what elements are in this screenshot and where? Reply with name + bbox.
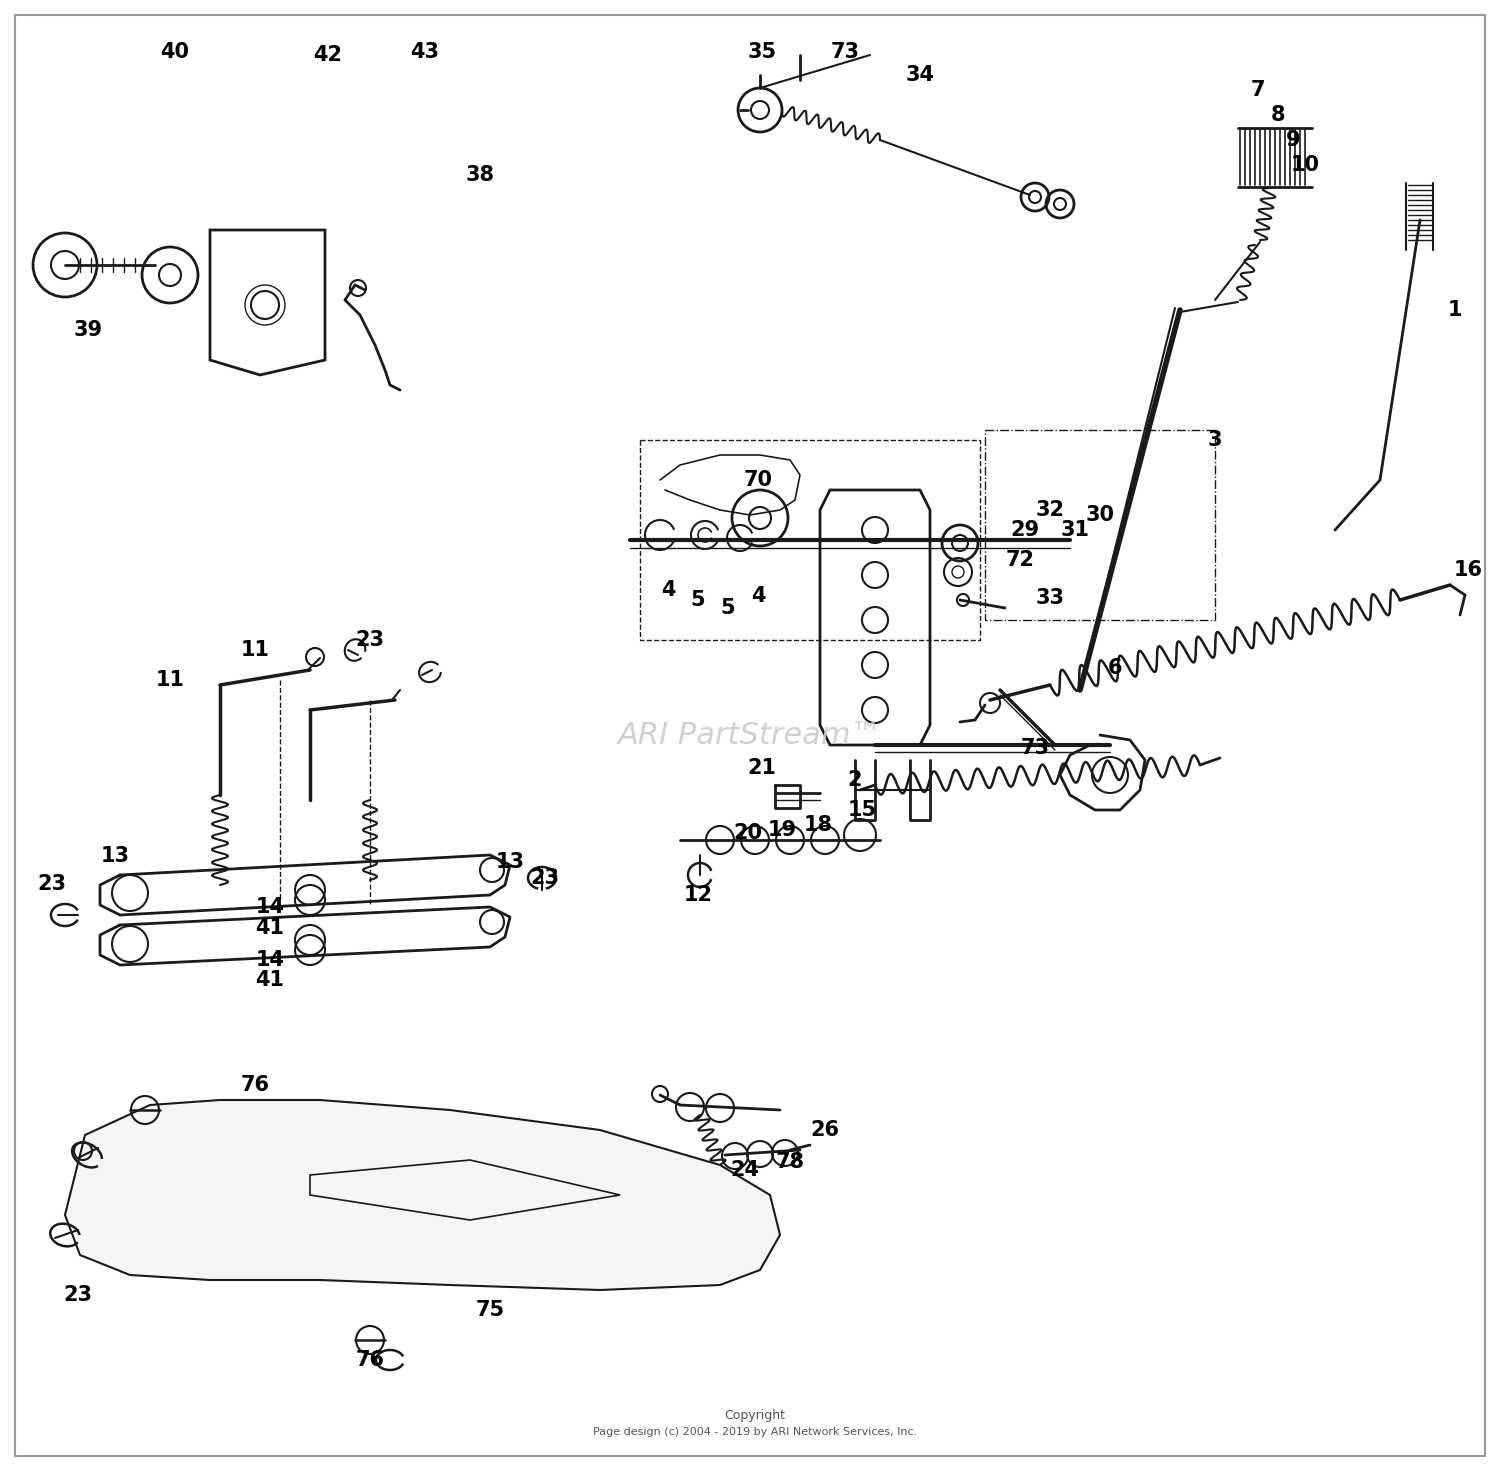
- Text: 70: 70: [744, 471, 772, 490]
- Text: 5: 5: [720, 599, 735, 618]
- Text: 12: 12: [684, 886, 712, 905]
- Text: 11: 11: [156, 669, 184, 690]
- Text: 73: 73: [831, 43, 860, 62]
- Text: 2: 2: [847, 769, 862, 790]
- Text: Copyright: Copyright: [724, 1409, 786, 1421]
- Text: 7: 7: [1251, 79, 1264, 100]
- Text: 33: 33: [1035, 588, 1065, 608]
- Text: 23: 23: [356, 630, 384, 650]
- Text: 23: 23: [63, 1286, 93, 1305]
- Text: 76: 76: [356, 1350, 384, 1370]
- Text: 23: 23: [38, 874, 66, 894]
- Text: 24: 24: [730, 1161, 759, 1180]
- Bar: [640, 440, 980, 640]
- Text: 15: 15: [847, 800, 876, 819]
- Text: 9: 9: [1286, 129, 1300, 150]
- Text: 43: 43: [411, 43, 440, 62]
- Text: Page design (c) 2004 - 2019 by ARI Network Services, Inc.: Page design (c) 2004 - 2019 by ARI Netwo…: [592, 1427, 916, 1437]
- Text: 76: 76: [240, 1075, 270, 1094]
- Text: ARI PartStream™: ARI PartStream™: [618, 721, 882, 750]
- Text: 13: 13: [495, 852, 525, 872]
- Text: 75: 75: [476, 1300, 504, 1319]
- Text: 11: 11: [240, 640, 270, 660]
- Text: 14: 14: [255, 897, 285, 916]
- Text: 41: 41: [255, 969, 285, 990]
- Text: 14: 14: [255, 950, 285, 969]
- Text: 30: 30: [1086, 505, 1114, 525]
- Text: 1: 1: [1448, 300, 1462, 321]
- Text: 32: 32: [1035, 500, 1065, 521]
- Text: 34: 34: [906, 65, 934, 85]
- Text: 18: 18: [804, 815, 832, 836]
- Polygon shape: [210, 229, 326, 375]
- Text: 29: 29: [1011, 521, 1040, 540]
- Text: 73: 73: [1020, 738, 1050, 758]
- Text: 39: 39: [74, 321, 102, 340]
- Text: 26: 26: [810, 1119, 840, 1140]
- Text: 23: 23: [531, 868, 560, 888]
- Text: 72: 72: [1005, 550, 1035, 569]
- Text: 16: 16: [1454, 560, 1482, 580]
- Text: 10: 10: [1290, 154, 1320, 175]
- Text: 20: 20: [734, 822, 762, 843]
- Text: 35: 35: [747, 43, 777, 62]
- Bar: [986, 430, 1215, 619]
- Text: 6: 6: [1107, 658, 1122, 678]
- Text: 3: 3: [1208, 430, 1222, 450]
- Text: 5: 5: [690, 590, 705, 610]
- Text: 4: 4: [660, 580, 675, 600]
- Text: 31: 31: [1060, 521, 1089, 540]
- Text: 8: 8: [1270, 104, 1286, 125]
- Text: 13: 13: [100, 846, 129, 866]
- Text: 19: 19: [768, 819, 796, 840]
- Text: 78: 78: [776, 1152, 804, 1172]
- Text: 4: 4: [750, 585, 765, 606]
- Text: 41: 41: [255, 918, 285, 938]
- Text: 42: 42: [314, 46, 342, 65]
- Polygon shape: [310, 1161, 620, 1219]
- Text: 38: 38: [465, 165, 495, 185]
- Polygon shape: [64, 1100, 780, 1290]
- Text: 40: 40: [160, 43, 189, 62]
- Text: 21: 21: [747, 758, 777, 778]
